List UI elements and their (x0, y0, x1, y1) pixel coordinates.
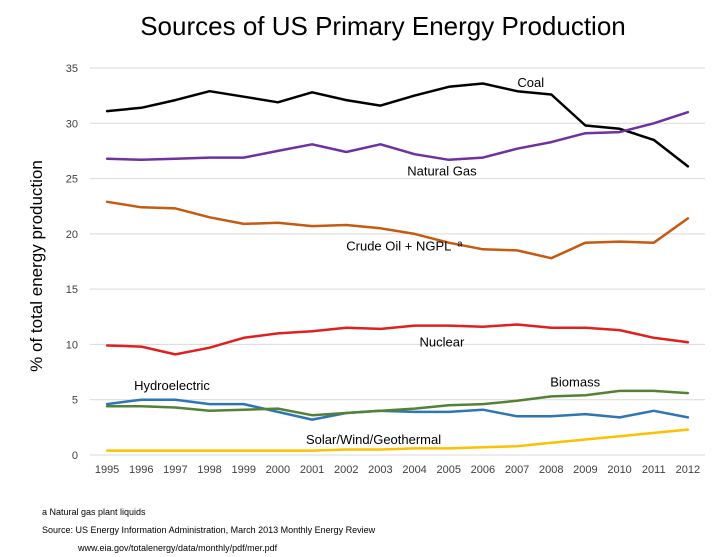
series-label: Solar/Wind/Geothermal (306, 432, 441, 447)
series-label: Natural Gas (407, 163, 477, 178)
series-line-natural-gas (105, 110, 690, 162)
series-line-coal (105, 82, 690, 168)
x-tick-label: 2005 (437, 464, 461, 476)
series-label-text: Biomass (550, 374, 600, 389)
x-tick-label: 2003 (368, 464, 392, 476)
y-tick-label: 10 (66, 339, 78, 351)
x-tick-label: 2012 (676, 464, 700, 476)
series-label-text: Hydroelectric (134, 378, 210, 393)
x-tick-label: 2002 (334, 464, 358, 476)
footnotes: a Natural gas plant liquids Source: US E… (42, 503, 375, 557)
series-labels: Coal Natural Gas Crude Oil + NGPL a Nuclear H… (134, 75, 601, 447)
x-tick-label: 2008 (539, 464, 563, 476)
series-label-superscript: a (457, 238, 462, 248)
series-label: Coal (517, 75, 544, 90)
series-label: Biomass (550, 374, 600, 389)
y-tick-label: 25 (66, 174, 78, 186)
x-tick-label: 2011 (642, 464, 666, 476)
x-tick-label: 1999 (232, 464, 256, 476)
series-line-nuclear (105, 323, 690, 356)
series-label: Hydroelectric (134, 378, 210, 393)
x-tick-label: 1995 (95, 464, 119, 476)
series-label-text: Nuclear (420, 335, 465, 350)
x-axis-ticks: 1995 1996 1997 1998 1999 2000 2001 2002 2003 2004… (95, 464, 700, 476)
series-label: Crude Oil + NGPL a (346, 238, 462, 253)
series-line-solar-wind-geothermal (105, 428, 690, 452)
chart-title: Sources of US Primary Energy Production (140, 11, 626, 41)
gridlines (90, 67, 705, 456)
x-tick-label: 2010 (607, 464, 631, 476)
y-tick-label: 20 (66, 229, 78, 241)
source-note: Source: US Energy Information Administra… (42, 525, 376, 535)
x-tick-label: 2009 (573, 464, 597, 476)
series-line-crude-oil-ngpl (105, 200, 690, 260)
y-axis-title: % of total energy production (27, 160, 46, 372)
source-url: www.eia.gov/totalenergy/data/monthly/pdf… (78, 543, 278, 553)
series-label-text: Solar/Wind/Geothermal (306, 432, 441, 447)
x-tick-label: 2006 (471, 464, 495, 476)
x-tick-label: 1998 (197, 464, 221, 476)
y-tick-label: 30 (66, 118, 78, 130)
series-label: Nuclear (420, 335, 465, 350)
x-tick-label: 2000 (266, 464, 290, 476)
series-label-text: Natural Gas (407, 163, 477, 178)
series-line-biomass (105, 389, 690, 417)
x-tick-label: 2007 (505, 464, 529, 476)
series-label-text: Crude Oil + NGPL (346, 238, 451, 253)
y-tick-label: 15 (66, 284, 78, 296)
series-lines (105, 82, 690, 452)
y-tick-label: 35 (66, 63, 78, 75)
x-tick-label: 1996 (129, 464, 153, 476)
x-tick-label: 2004 (402, 464, 426, 476)
footnote-a: a Natural gas plant liquids (42, 507, 146, 517)
x-tick-label: 1997 (163, 464, 187, 476)
x-tick-label: 2001 (300, 464, 324, 476)
y-axis-ticks: 0 5 10 15 20 25 30 35 (66, 63, 78, 462)
series-line-hydroelectric (105, 398, 690, 421)
y-tick-label: 0 (72, 450, 78, 462)
series-label-text: Coal (517, 75, 544, 90)
y-tick-label: 5 (72, 395, 78, 407)
